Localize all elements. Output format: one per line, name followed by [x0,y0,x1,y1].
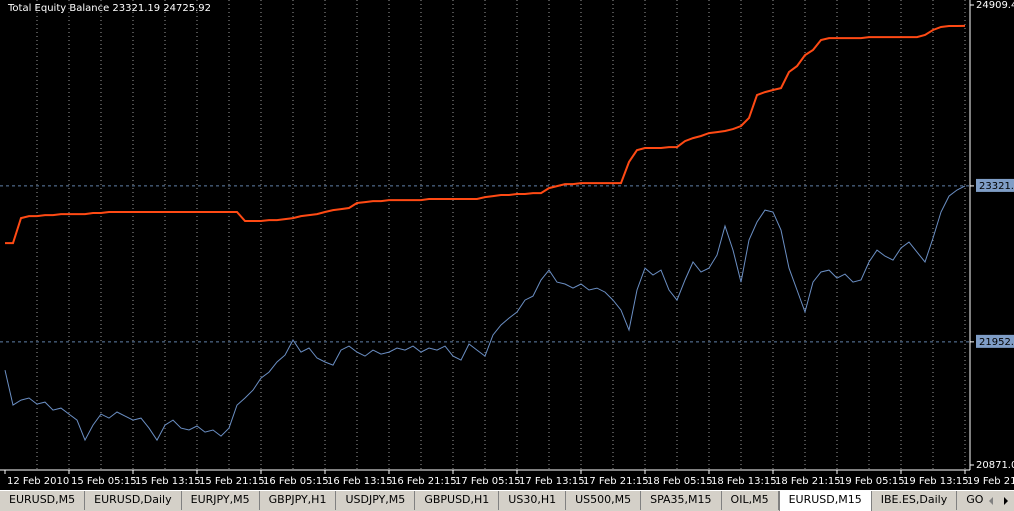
x-tick-label: 16 Feb 05:15 [263,476,329,487]
tab[interactable]: US30,H1 [499,491,567,510]
chart-title: Total Equity Balance 23321.19 24725.92 [7,3,211,14]
series-line [5,24,966,245]
tab[interactable]: EURJPY,M5 [182,491,260,510]
x-tick-label: 19 Feb 21:15 [967,476,1014,487]
tab-scroll-arrows[interactable] [984,491,1014,510]
tab[interactable]: IBE.ES,Daily [872,491,958,510]
x-tick-label: 18 Feb 05:15 [647,476,713,487]
y-tick-label: 23321.19 [979,181,1014,192]
y-tick-box [976,178,1014,192]
tab[interactable]: USDJPY,M5 [336,491,416,510]
x-tick-label: 16 Feb 13:15 [327,476,393,487]
x-tick-label: 18 Feb 13:15 [711,476,777,487]
x-tick-label: 17 Feb 21:15 [583,476,649,487]
x-tick-label: 16 Feb 21:15 [391,476,457,487]
x-tick-label: 17 Feb 13:15 [519,476,585,487]
y-tick-box [976,334,1014,348]
x-tick-label: 15 Feb 05:15 [71,476,137,487]
tab[interactable]: EURUSD,Daily [85,491,182,510]
series-line [4,185,966,442]
scroll-right[interactable] [1004,497,1008,505]
tab[interactable]: SPA35,M15 [641,491,722,510]
x-tick-label: 17 Feb 05:15 [455,476,521,487]
tab-scroll [984,491,1014,510]
x-tick-label: 18 Feb 21:15 [775,476,841,487]
x-tick-label: 12 Feb 2010 [7,476,69,487]
scroll-left[interactable] [989,497,993,505]
tab[interactable]: EURUSD,M5 [0,491,86,510]
x-tick-label: 19 Feb 13:15 [903,476,969,487]
tab[interactable]: GBPUSD,H1 [415,491,500,510]
tab-bar: EURUSD,M5 EURUSD,Daily EURJPY,M5 GBPJPY,H1 U… [0,490,1014,511]
y-tick-label: 20871.02 [976,460,1014,471]
tab[interactable]: OIL,M5 [722,491,779,510]
y-tick-label: 21952.1 [979,337,1014,348]
y-tick-label: 24909.49 [976,0,1014,11]
x-tick-label: 19 Feb 05:15 [839,476,905,487]
tab[interactable]: EURUSD,M15 [778,491,872,511]
x-tick-label: 15 Feb 13:15 [135,476,201,487]
tab[interactable]: US500,M5 [566,491,642,510]
x-tick-label: 15 Feb 21:15 [199,476,265,487]
tab[interactable]: GBPJPY,H1 [260,491,337,510]
chart: 24909.49 23321.19 21952.1 20871.02 12 Feb 20… [0,0,1014,487]
